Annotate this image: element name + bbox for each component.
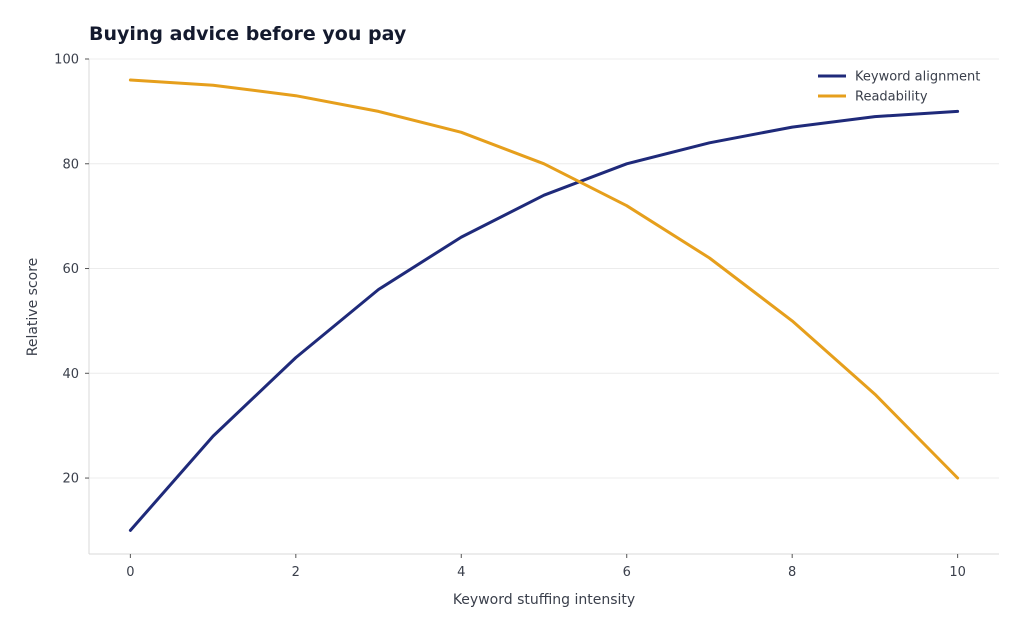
y-tick-label: 60 (62, 262, 79, 277)
y-tick-label: 100 (54, 53, 79, 68)
x-tick-label: 8 (788, 565, 796, 580)
legend-label-keyword-alignment: Keyword alignment (855, 70, 980, 85)
axes (88, 59, 999, 555)
x-tick-label: 4 (457, 565, 465, 580)
legend-label-readability: Readability (855, 90, 928, 105)
y-tick-label: 80 (62, 157, 79, 172)
y-tick-label: 20 (62, 472, 79, 487)
y-axis-label: Relative score (25, 258, 41, 357)
x-tick-label: 10 (949, 565, 966, 580)
grid (89, 58, 999, 479)
x-tick-label: 6 (623, 565, 631, 580)
legend: Keyword alignment Readability (818, 70, 980, 105)
x-tick-label: 2 (292, 565, 300, 580)
x-axis-label: Keyword stuffing intensity (453, 592, 635, 608)
ticks: 20 40 60 80 100 0 2 4 6 8 10 (54, 53, 966, 581)
chart-title: Buying advice before you pay (89, 23, 407, 45)
series-line-readability (128, 78, 960, 480)
y-tick-label: 40 (62, 367, 79, 382)
series-line-keyword-alignment (128, 109, 960, 532)
series-lines (128, 78, 960, 532)
x-tick-label: 0 (126, 565, 134, 580)
